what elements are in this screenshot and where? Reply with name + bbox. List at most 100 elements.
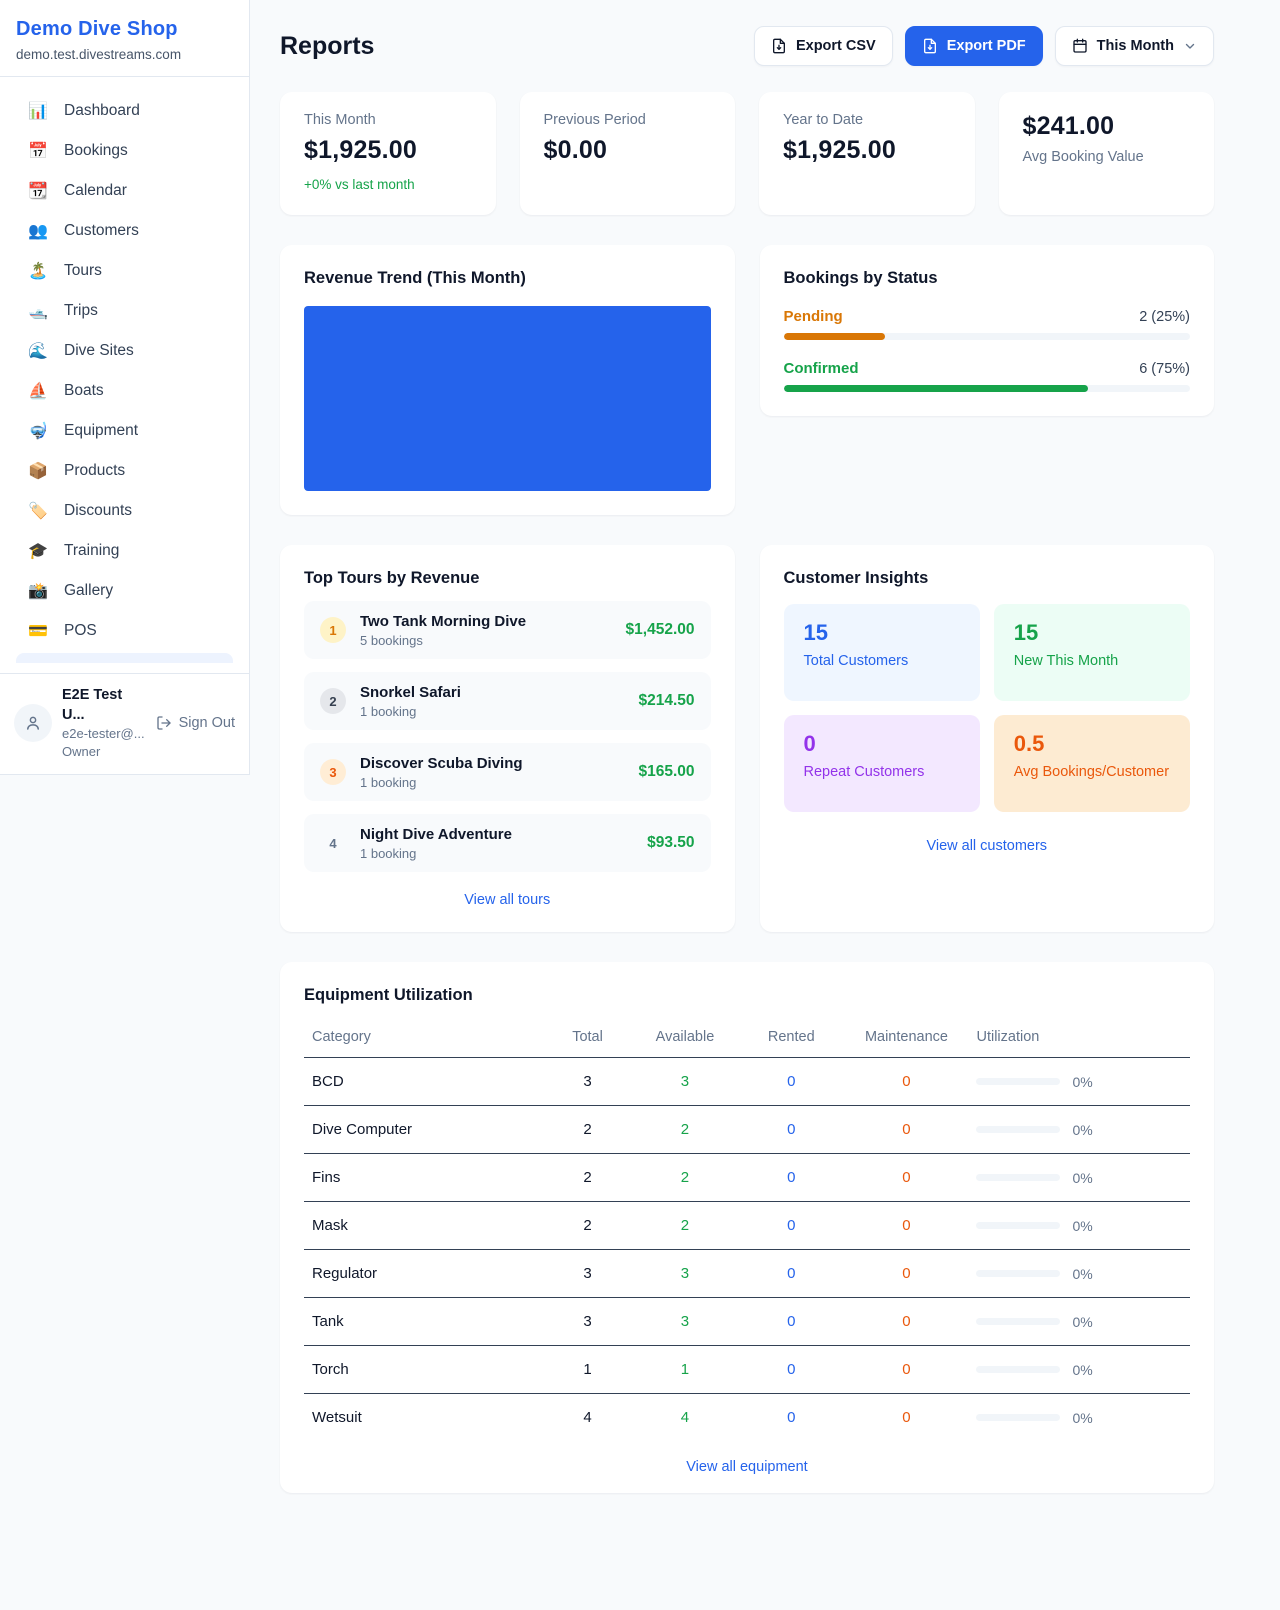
rank-badge: 4	[329, 835, 337, 851]
sidebar-item-active-partial[interactable]	[16, 653, 233, 663]
sidebar-item-trips[interactable]: 🛥️ Trips	[8, 291, 241, 331]
sidebar-item-label: Boats	[64, 382, 104, 399]
sidebar-item-gallery[interactable]: 📸 Gallery	[8, 571, 241, 611]
page-title: Reports	[280, 31, 375, 60]
utilization-bar	[976, 1174, 1061, 1181]
stat-cards: This Month $1,925.00 +0% vs last month P…	[280, 92, 1214, 215]
col-maintenance: Maintenance	[844, 1019, 969, 1058]
stat-value: $0.00	[543, 136, 608, 164]
utilization-bar	[976, 1078, 1061, 1085]
sidebar-item-customers[interactable]: 👥 Customers	[8, 211, 241, 251]
stat-delta: +0% vs last month	[304, 177, 415, 192]
sign-out-label: Sign Out	[178, 715, 235, 732]
sidebar-item-discounts[interactable]: 🏷️ Discounts	[8, 491, 241, 531]
file-download-icon	[923, 38, 936, 54]
sign-out-button[interactable]: Sign Out	[156, 715, 235, 731]
cell-available: 2	[631, 1201, 739, 1250]
avatar	[14, 704, 52, 743]
view-all-tours-link[interactable]: View all tours	[464, 892, 551, 908]
insight-tiles: 15 Total Customers 15 New This Month 0 R…	[783, 604, 1190, 812]
sidebar-item-equipment[interactable]: 🤿 Equipment	[8, 411, 241, 451]
wave-icon: 🌊	[28, 343, 48, 360]
col-available: Available	[631, 1019, 739, 1058]
table-row: Regulator 3 3 0 0 0%	[304, 1249, 1190, 1298]
status-count: 2 (25%)	[1139, 309, 1190, 325]
equipment-utilization-title: Equipment Utilization	[304, 986, 473, 1004]
dashboard-icon: 📊	[28, 103, 48, 120]
sidebar-item-products[interactable]: 📦 Products	[8, 451, 241, 491]
sidebar-item-label: Training	[64, 542, 120, 559]
utilization-pct: 0%	[1072, 1169, 1093, 1186]
utilization-pct: 0%	[1072, 1217, 1093, 1234]
cell-rented: 0	[787, 1409, 796, 1426]
bookings-by-status-card: Bookings by Status Pending 2 (25%) Confi…	[759, 245, 1214, 416]
tour-bookings: 1 booking	[360, 845, 417, 861]
cell-available: 3	[631, 1249, 739, 1298]
sidebar-item-label: Calendar	[64, 182, 127, 199]
sidebar-item-tours[interactable]: 🏝️ Tours	[8, 251, 241, 291]
tour-bookings: 5 bookings	[360, 632, 423, 648]
col-utilization: Utilization	[968, 1019, 1190, 1058]
cell-available: 4	[680, 1409, 690, 1426]
view-all-customers-link[interactable]: View all customers	[926, 838, 1048, 854]
period-select[interactable]: This Month	[1054, 26, 1214, 66]
stat-label: Avg Booking Value	[1022, 149, 1144, 165]
rank-badge: 1	[320, 617, 346, 643]
col-rented: Rented	[738, 1019, 845, 1058]
bookings-calendar-icon: 📅	[28, 143, 48, 160]
tile-value: 15	[803, 620, 828, 645]
graduation-cap-icon: 🎓	[28, 543, 48, 560]
sidebar-item-dashboard[interactable]: 📊 Dashboard	[8, 91, 241, 131]
utilization-pct: 0%	[1072, 1265, 1093, 1282]
cell-total: 3	[543, 1249, 632, 1298]
utilization-pct: 0%	[1072, 1073, 1093, 1090]
table-row: Mask 2 2 0 0 0%	[304, 1201, 1190, 1250]
utilization-bar	[976, 1414, 1061, 1421]
cell-total: 1	[543, 1345, 632, 1394]
cell-maintenance: 0	[844, 1057, 969, 1106]
cell-category: Regulator	[304, 1249, 544, 1298]
tour-revenue: $165.00	[638, 763, 695, 780]
table-row: Wetsuit 4 4 0 0 0%	[304, 1394, 1190, 1442]
export-csv-button[interactable]: Export CSV	[753, 26, 893, 66]
utilization-bar	[976, 1318, 1061, 1325]
sidebar-item-label: Equipment	[64, 422, 139, 439]
cell-available: 2	[631, 1153, 739, 1202]
utilization-bar	[976, 1270, 1061, 1277]
calendar-icon	[1073, 38, 1087, 53]
sidebar-item-bookings[interactable]: 📅 Bookings	[8, 131, 241, 171]
speedboat-icon: 🛥️	[28, 303, 48, 320]
cell-total: 2	[543, 1153, 632, 1202]
sidebar-item-training[interactable]: 🎓 Training	[8, 531, 241, 571]
header-actions: Export CSV Export PDF This Month	[753, 26, 1214, 66]
sidebar-nav: 📊 Dashboard 📅 Bookings 📆 Calendar 👥 Cust…	[0, 77, 249, 673]
camera-icon: 📸	[28, 583, 48, 600]
period-label: This Month	[1096, 38, 1174, 54]
sidebar-item-label: Tours	[64, 262, 102, 279]
utilization-pct: 0%	[1072, 1313, 1093, 1330]
stat-card-avg-booking-value: $241.00 Avg Booking Value	[998, 92, 1214, 215]
sidebar-item-calendar[interactable]: 📆 Calendar	[8, 171, 241, 211]
stat-label: This Month	[304, 112, 376, 128]
row-tours-customers: Top Tours by Revenue 1 Two Tank Morning …	[280, 545, 1214, 932]
export-pdf-button[interactable]: Export PDF	[904, 26, 1043, 66]
rank-badge: 2	[320, 688, 346, 714]
tour-name: Night Dive Adventure	[360, 825, 512, 843]
tour-row: 3 Discover Scuba Diving 1 booking $165.0…	[304, 743, 711, 801]
cell-category: Mask	[304, 1201, 544, 1250]
diving-mask-icon: 🤿	[28, 423, 48, 440]
tile-new-this-month: 15 New This Month	[993, 604, 1190, 701]
cell-available: 3	[631, 1057, 739, 1106]
status-bar-fill	[783, 333, 886, 340]
utilization-pct: 0%	[1072, 1409, 1093, 1426]
view-all-equipment-link[interactable]: View all equipment	[686, 1459, 808, 1475]
cell-maintenance: 0	[844, 1249, 969, 1298]
tile-value: 0	[803, 731, 816, 756]
sidebar-item-pos[interactable]: 💳 POS	[8, 611, 241, 651]
sidebar-item-dive-sites[interactable]: 🌊 Dive Sites	[8, 331, 241, 371]
tour-bookings: 1 booking	[360, 703, 417, 719]
page-header: Reports Export CSV Export PDF This Month	[280, 26, 1214, 66]
equipment-utilization-card: Equipment Utilization Category Total Ava…	[280, 962, 1214, 1493]
sidebar-item-boats[interactable]: ⛵ Boats	[8, 371, 241, 411]
sailboat-icon: ⛵	[28, 383, 48, 400]
